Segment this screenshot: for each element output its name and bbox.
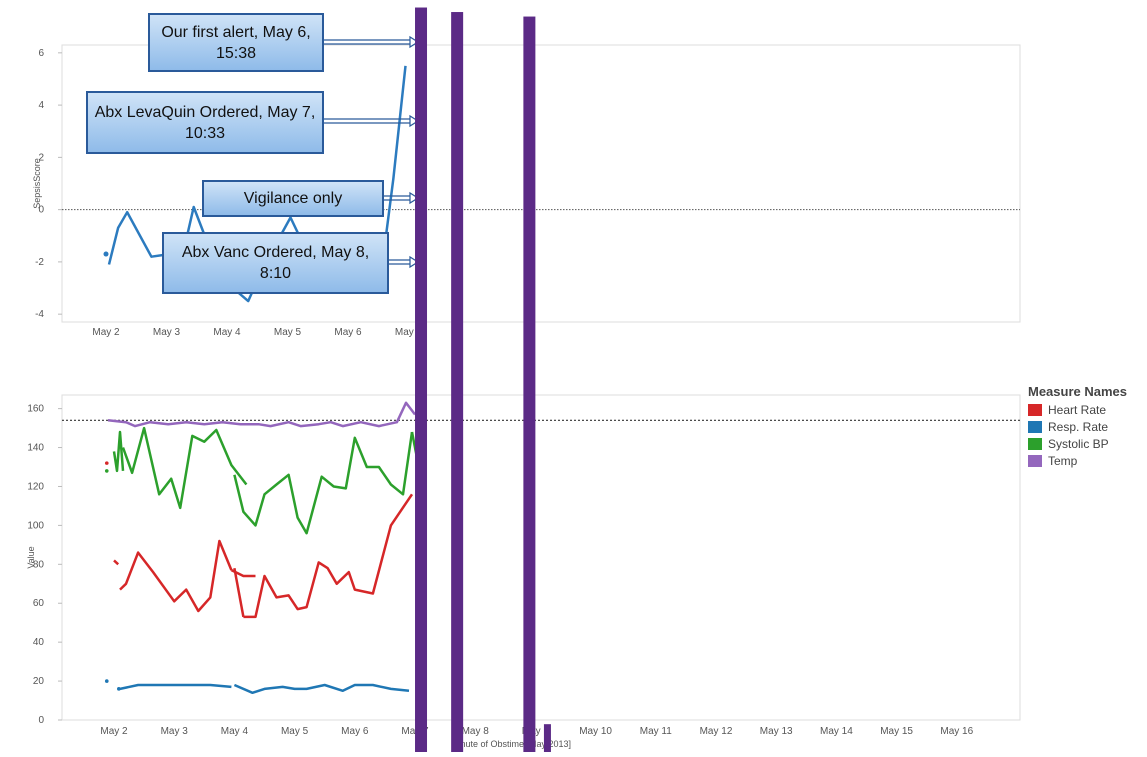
bottom-y-axis-label: Value xyxy=(26,546,36,568)
legend-label-systolic-bp: Systolic BP xyxy=(1048,436,1109,451)
bottom-y-tick-label: 100 xyxy=(27,520,44,531)
legend-swatch-resp-rate xyxy=(1028,420,1042,433)
heart-rate-line xyxy=(243,493,414,619)
legend: Measure Names Heart Rate Resp. Rate Syst… xyxy=(1028,384,1127,469)
bottom-y-tick-label: 120 xyxy=(27,481,44,492)
top-y-tick-label: 0 xyxy=(38,205,44,216)
overlay-bar xyxy=(523,16,536,752)
bottom-x-tick-label: May 4 xyxy=(221,726,249,737)
top-x-tick-label: May 3 xyxy=(153,327,181,338)
top-x-tick-label: May 5 xyxy=(274,327,302,338)
arrow-vigilance-only-head xyxy=(409,191,420,205)
legend-label-temp: Temp xyxy=(1048,453,1078,468)
resp-rate-point xyxy=(117,687,121,691)
bottom-x-tick-label: May 12 xyxy=(700,726,733,737)
overlay-bars xyxy=(415,7,551,753)
systolic-bp-line xyxy=(233,431,414,535)
arrow-levaquin-ordered-head xyxy=(409,114,420,128)
legend-item-temp[interactable]: Temp xyxy=(1028,452,1127,469)
systolic-bp-line xyxy=(121,426,248,510)
vitals-chart: 0 20 40 60 80 100 120 140 160 May 2 May 3 May 4 May … xyxy=(26,394,1021,749)
top-y-tick-label: 2 xyxy=(38,152,44,163)
top-y-tick-label: 4 xyxy=(38,100,44,111)
legend-swatch-heart-rate xyxy=(1028,403,1042,416)
bottom-plot-frame xyxy=(61,394,1021,721)
bottom-x-tick-label: May 14 xyxy=(820,726,853,737)
legend-label-heart-rate: Heart Rate xyxy=(1048,402,1107,417)
bottom-x-tick-label: May 8 xyxy=(462,726,490,737)
systolic-bp-line xyxy=(112,430,125,473)
legend-swatch-systolic-bp xyxy=(1028,437,1042,450)
top-y-tick-label: 6 xyxy=(38,48,44,59)
top-x-tick-label: May 7 xyxy=(395,327,423,338)
systolic-bp-point xyxy=(104,469,109,473)
callout-levaquin-ordered: Abx LevaQuin Ordered, May 7, 10:33 xyxy=(86,91,324,154)
bottom-x-tick-label: May 15 xyxy=(880,726,913,737)
resp-rate-line xyxy=(233,683,410,695)
legend-item-resp-rate[interactable]: Resp. Rate xyxy=(1028,418,1127,435)
bottom-x-tick-label: May 11 xyxy=(640,726,672,737)
heart-rate-line xyxy=(233,567,245,618)
arrow-vanc-ordered-head xyxy=(409,255,420,269)
bottom-y-tick-label: 0 xyxy=(38,715,44,726)
callout-vigilance-only: Vigilance only xyxy=(202,180,384,217)
legend-item-heart-rate[interactable]: Heart Rate xyxy=(1028,401,1127,418)
top-y-axis-label: SepsisScore xyxy=(32,158,42,209)
resp-rate-point xyxy=(104,679,109,683)
legend-swatch-temp xyxy=(1028,454,1042,467)
top-y-tick-label: -4 xyxy=(35,309,44,320)
callout-vanc-ordered: Abx Vanc Ordered, May 8, 8:10 xyxy=(162,232,389,294)
overlay-bar xyxy=(415,7,428,752)
overlay-bar xyxy=(543,724,551,752)
legend-item-systolic-bp[interactable]: Systolic BP xyxy=(1028,435,1127,452)
top-plot-frame xyxy=(61,44,1021,323)
resp-rate-line xyxy=(119,683,232,691)
heart-rate-line xyxy=(119,539,233,613)
bottom-x-axis-label: Minute of Obstime [May 2013] xyxy=(451,739,571,749)
top-y-tick-label: -2 xyxy=(35,257,44,268)
bottom-x-tick-label: May 2 xyxy=(100,726,128,737)
bottom-y-tick-label: 40 xyxy=(33,637,45,648)
bottom-x-tick-label: May 3 xyxy=(161,726,189,737)
bottom-y-tick-label: 160 xyxy=(27,404,44,415)
callout-first-alert: Our first alert, May 6, 15:38 xyxy=(148,13,324,72)
bottom-x-tick-label: May 13 xyxy=(760,726,793,737)
arrow-first-alert-head xyxy=(409,35,420,49)
heart-rate-line xyxy=(113,559,120,566)
legend-title: Measure Names xyxy=(1028,384,1127,399)
top-x-tick-label: May 6 xyxy=(334,327,362,338)
top-x-tick-label: May 4 xyxy=(213,327,241,338)
bottom-y-tick-label: 80 xyxy=(33,559,45,570)
legend-label-resp-rate: Resp. Rate xyxy=(1048,419,1109,434)
temp-line xyxy=(107,401,416,428)
top-x-tick-label: May 2 xyxy=(92,327,120,338)
bottom-x-tick-label: May 9 xyxy=(522,726,550,737)
bottom-x-tick-label: May 5 xyxy=(281,726,309,737)
bottom-x-tick-label: May 6 xyxy=(341,726,369,737)
bottom-y-tick-label: 60 xyxy=(33,598,45,609)
bottom-y-tick-label: 140 xyxy=(27,443,44,454)
overlay-bar xyxy=(451,12,464,753)
sepsis-score-point xyxy=(103,251,109,257)
callout-arrows xyxy=(324,35,420,269)
bottom-y-tick-label: 20 xyxy=(33,676,45,687)
bottom-x-tick-label: May 10 xyxy=(579,726,612,737)
heart-rate-point xyxy=(104,461,109,465)
bottom-x-tick-label: May 16 xyxy=(940,726,973,737)
